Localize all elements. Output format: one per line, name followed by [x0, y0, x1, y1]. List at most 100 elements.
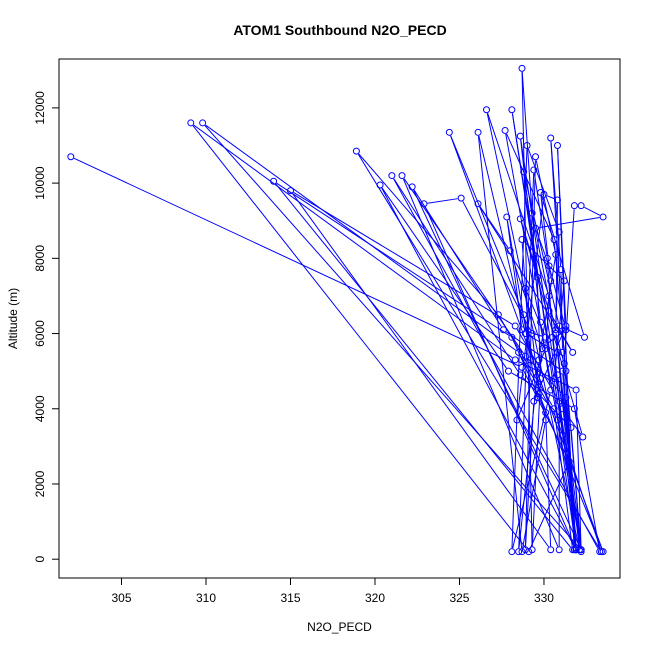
series-segment [192, 125, 527, 550]
data-point [508, 333, 516, 341]
data-point [521, 284, 529, 292]
data-point [518, 363, 526, 371]
data-point [523, 142, 531, 149]
series-segment [575, 393, 582, 547]
x-tick-label: 315 [280, 591, 300, 605]
data-point [511, 322, 519, 330]
data-point [572, 544, 580, 552]
data-point [557, 266, 565, 274]
data-point [67, 153, 75, 161]
series-segment [525, 404, 535, 547]
series-segment [550, 141, 562, 267]
series-segment [424, 206, 576, 547]
data-point [569, 348, 577, 356]
data-point [526, 356, 534, 364]
data-point [552, 251, 560, 259]
chart-title: ATOM1 Southbound N2O_PECD [233, 22, 446, 38]
x-axis: 305 310 315 320 325 330 [112, 577, 554, 605]
data-point [535, 390, 543, 398]
data-point [398, 172, 406, 180]
series-segment [524, 175, 559, 323]
data-point [483, 106, 491, 114]
data-point [567, 424, 575, 432]
series-segment [532, 216, 556, 331]
data-point [533, 273, 541, 281]
data-point [538, 345, 546, 353]
y-tick-label: 8000 [33, 245, 47, 272]
data-point [550, 236, 558, 244]
data-point [599, 548, 607, 556]
data-point [518, 326, 526, 334]
data-point [547, 546, 555, 554]
series-segment [479, 206, 509, 249]
series-segment [518, 173, 535, 549]
series-segment [555, 337, 582, 547]
data-point [547, 386, 555, 394]
data-point [506, 247, 514, 255]
data-point [528, 209, 536, 217]
data-point [550, 405, 558, 413]
series-segment [402, 178, 559, 547]
series-segment [292, 193, 550, 548]
data-point [199, 119, 207, 127]
series-segment [486, 113, 580, 547]
data-point [543, 254, 551, 262]
data-point [599, 213, 607, 221]
data-point [420, 200, 428, 208]
data-point [513, 416, 521, 424]
data-point [474, 128, 482, 136]
data-point [565, 457, 573, 465]
data-point [528, 546, 536, 554]
series-segment [450, 135, 523, 312]
data-point [515, 348, 523, 356]
series-layer [67, 64, 607, 556]
data-point [520, 168, 528, 176]
series-segment [511, 149, 528, 549]
y-tick-label: 2000 [33, 470, 47, 497]
data-point [547, 134, 555, 142]
data-point [508, 548, 516, 556]
data-point [516, 132, 524, 140]
data-point [525, 548, 533, 556]
series-segment [531, 382, 541, 547]
series-segment [520, 139, 582, 547]
series-segment [506, 220, 538, 395]
data-point [542, 409, 550, 417]
data-point [555, 397, 563, 405]
series-segment [584, 206, 601, 216]
series-segment [533, 173, 548, 255]
data-point [537, 318, 545, 326]
series-segment [478, 135, 526, 331]
x-tick-label: 320 [365, 591, 385, 605]
series-segment [537, 352, 543, 394]
series-0 [67, 64, 607, 556]
data-point [547, 277, 555, 285]
series-segment [506, 220, 523, 327]
data-point [516, 371, 524, 379]
data-point [559, 405, 567, 413]
data-point [520, 311, 528, 319]
data-point [474, 200, 482, 208]
series-segment [518, 363, 540, 549]
series-segment [512, 393, 551, 549]
y-axis-title: Altitude (m) [6, 288, 20, 349]
data-point [503, 213, 511, 221]
data-point [559, 348, 567, 356]
series-segment [527, 148, 559, 229]
data-point [408, 183, 416, 191]
series-segment [557, 149, 567, 323]
series-segment [506, 133, 554, 237]
data-point [518, 548, 526, 556]
series-segment [381, 187, 575, 547]
y-tick-label: 0 [33, 556, 47, 563]
data-point [570, 405, 578, 413]
data-point [532, 224, 540, 232]
data-point [540, 190, 548, 198]
data-point [577, 202, 585, 210]
data-point [559, 367, 567, 375]
data-point [596, 548, 604, 556]
series-segment [381, 187, 507, 369]
data-point [518, 236, 526, 244]
data-point [562, 326, 570, 334]
